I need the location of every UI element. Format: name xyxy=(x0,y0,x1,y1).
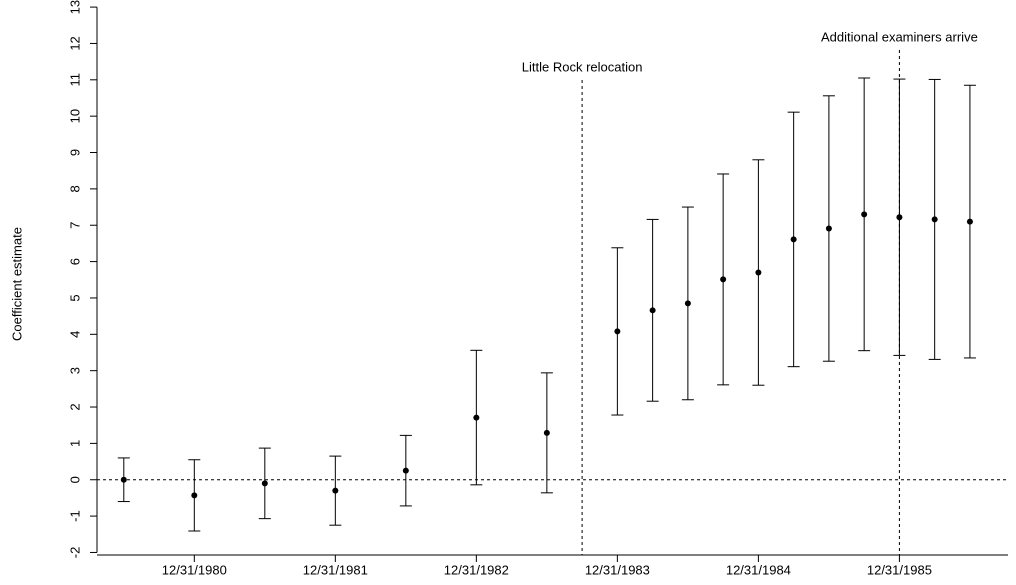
point xyxy=(473,414,480,421)
point xyxy=(649,307,656,314)
y-tick-label: 8 xyxy=(67,185,82,192)
y-tick-label: 0 xyxy=(67,476,82,483)
y-tick-label: -1 xyxy=(67,510,82,522)
y-tick-label: 4 xyxy=(67,331,82,338)
x-tick-label: 12/31/1985 xyxy=(867,562,932,577)
x-tick-label: 12/31/1984 xyxy=(726,562,791,577)
y-tick-label: 12 xyxy=(67,36,82,50)
y-tick-label: 7 xyxy=(67,222,82,229)
y-tick-label: 9 xyxy=(67,149,82,156)
point xyxy=(191,492,198,499)
annotation: Additional examiners arrive xyxy=(821,29,978,44)
point xyxy=(755,269,762,276)
y-tick-label: 10 xyxy=(67,109,82,123)
point xyxy=(684,300,691,307)
point xyxy=(790,236,797,243)
x-tick-label: 12/31/1981 xyxy=(303,562,368,577)
point xyxy=(896,214,903,221)
y-tick-label: 1 xyxy=(67,440,82,447)
y-tick-label: 3 xyxy=(67,367,82,374)
y-tick-label: -2 xyxy=(67,547,82,559)
y-tick-label: 2 xyxy=(67,403,82,410)
point xyxy=(861,211,868,218)
x-tick-label: 12/31/1980 xyxy=(162,562,227,577)
point xyxy=(966,218,973,225)
y-tick-label: 5 xyxy=(67,294,82,301)
point xyxy=(720,276,727,283)
y-axis-label: Coefficient estimate xyxy=(9,227,24,341)
y-tick-label: 11 xyxy=(67,73,82,87)
point xyxy=(120,476,127,483)
x-tick-label: 12/31/1983 xyxy=(585,562,650,577)
x-tick-label: 12/31/1982 xyxy=(444,562,509,577)
annotation: Little Rock relocation xyxy=(522,59,643,74)
point xyxy=(614,328,621,335)
point xyxy=(931,216,938,223)
point xyxy=(825,225,832,232)
point xyxy=(402,467,409,474)
y-tick-label: 13 xyxy=(67,0,82,14)
point xyxy=(261,480,268,487)
y-tick-label: 6 xyxy=(67,258,82,265)
point xyxy=(543,429,550,436)
point xyxy=(332,487,339,494)
